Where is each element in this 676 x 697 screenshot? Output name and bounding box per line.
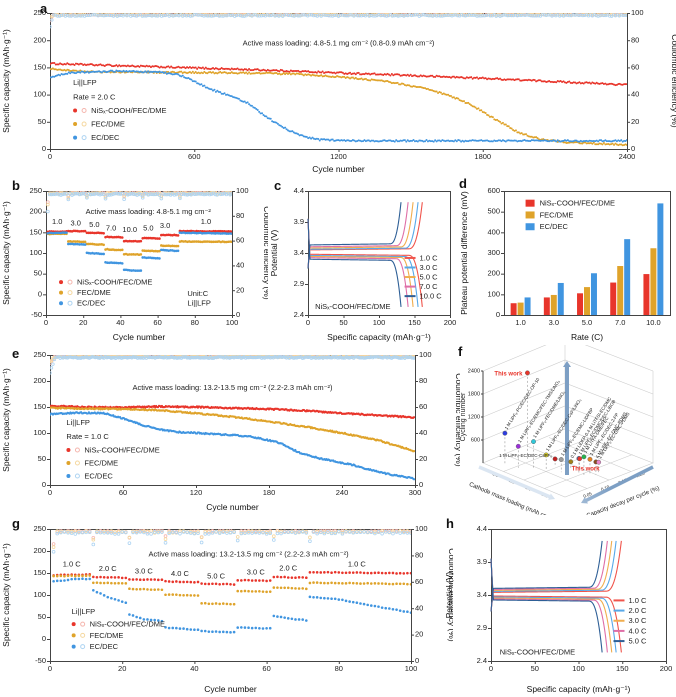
panel-c-chart (268, 177, 458, 345)
panel-g-chart (0, 515, 453, 697)
panel-letter-f: f (458, 344, 463, 359)
panel-d-chart (458, 177, 676, 345)
panel-letter-b: b (12, 178, 20, 193)
panel-letter-h: h (446, 516, 454, 531)
panel-letter-d: d (459, 176, 467, 191)
panel-f-chart (455, 345, 676, 515)
panel-letter-e: e (12, 346, 20, 361)
panel-b-chart (0, 177, 268, 345)
panel-e-chart (0, 345, 460, 515)
panel-h-chart (443, 515, 676, 697)
panel-letter-a: a (40, 1, 48, 16)
panel-letter-g: g (12, 516, 20, 531)
panel-letter-c: c (274, 178, 282, 193)
panel-a-chart (0, 3, 676, 177)
